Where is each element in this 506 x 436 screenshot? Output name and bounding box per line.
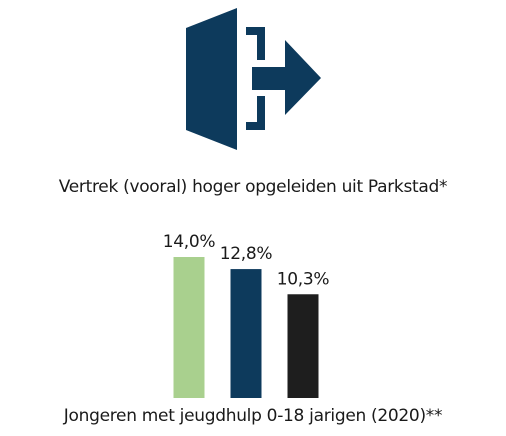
- frame-top: [246, 27, 265, 60]
- bar: [173, 257, 205, 398]
- value-label: 10,3%: [277, 269, 330, 289]
- door: [186, 8, 237, 150]
- bar: [230, 269, 262, 398]
- bar: [287, 294, 319, 398]
- chart-title: Jongeren met jeugdhulp 0-18 jarigen (202…: [63, 406, 442, 426]
- arrow: [252, 40, 321, 115]
- frame-bottom: [246, 96, 265, 130]
- value-label: 12,8%: [220, 244, 273, 264]
- subtitle: Vertrek (vooral) hoger opgeleiden uit Pa…: [59, 177, 447, 197]
- exit-icon: [186, 8, 321, 150]
- value-label: 14,0%: [163, 232, 216, 252]
